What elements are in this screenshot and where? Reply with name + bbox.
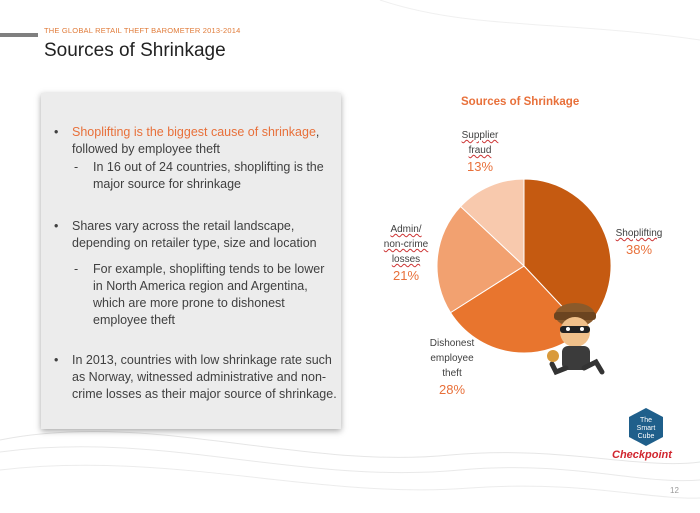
bullet-item-2: • Shares vary across the retail landscap…: [54, 218, 332, 252]
bullet-item-1: • Shoplifting is the biggest cause of sh…: [54, 124, 332, 158]
label-supplier-pct: 13%: [466, 159, 494, 174]
sub-bullet-2: - For example, shoplifting tends to be l…: [74, 261, 333, 329]
label-admin-line3: losses: [391, 254, 421, 265]
bullet-item-3: • In 2013, countries with low shrinkage …: [54, 352, 337, 403]
label-admin: Admin/ non-crime losses 21%: [378, 222, 434, 283]
sub-bullet-dash: -: [74, 262, 79, 276]
label-shoplifting: Shoplifting 38%: [608, 226, 670, 257]
svg-text:Smart: Smart: [637, 425, 656, 432]
smart-cube-logo: The Smart Cube: [629, 408, 663, 446]
label-admin-line1: Admin/: [390, 224, 422, 235]
label-admin-line2: non-crime: [383, 239, 429, 250]
slice-admin-non-crime: [436, 205, 525, 314]
label-shoplifting-pct: 38%: [625, 242, 653, 257]
bullet-1-text: , followed by employee theft: [72, 125, 320, 156]
sub-bullet-1-text: In 16 out of 24 countries, shoplifting i…: [93, 160, 324, 191]
svg-text:The: The: [640, 417, 652, 424]
bullet-dot: •: [54, 219, 59, 233]
sub-bullet-dash: -: [74, 160, 79, 174]
label-shoplifting-line1: Shoplifting: [615, 228, 663, 239]
label-dishonest-line2: employee: [430, 353, 474, 364]
label-dishonest-line3: theft: [442, 368, 462, 379]
page-number: 12: [670, 486, 679, 495]
sub-bullet-2-text: For example, shoplifting tends to be low…: [93, 262, 325, 327]
header-accent-bar: [0, 33, 38, 37]
label-dishonest-pct: 28%: [438, 382, 466, 397]
svg-text:Cube: Cube: [638, 433, 655, 440]
slice-shoplifting: [523, 178, 612, 331]
chart-title: Sources of Shrinkage: [461, 96, 580, 108]
label-dishonest-line1: Dishonest: [429, 338, 475, 349]
thief-mascot-icon: [547, 303, 605, 376]
report-kicker: THE GLOBAL RETAIL THEFT BAROMETER 2013-2…: [44, 26, 241, 35]
bullet-dot: •: [54, 125, 59, 139]
label-admin-pct: 21%: [392, 268, 420, 283]
page-title: Sources of Shrinkage: [44, 40, 226, 61]
label-supplier-fraud: Supplier fraud 13%: [455, 128, 505, 174]
slice-supplier-fraud: [459, 178, 525, 268]
bullet-dot: •: [54, 353, 59, 367]
label-dishonest: Dishonest employee theft 28%: [422, 336, 482, 397]
bullet-panel: • Shoplifting is the biggest cause of sh…: [41, 93, 341, 429]
bullet-1-highlight: Shoplifting is the biggest cause of shri…: [72, 125, 316, 139]
bullet-2-text: Shares vary across the retail landscape,…: [72, 219, 317, 250]
label-supplier-line1: Supplier: [461, 130, 499, 141]
sub-bullet-1: - In 16 out of 24 countries, shoplifting…: [74, 159, 333, 193]
bullet-3-text: In 2013, countries with low shrinkage ra…: [72, 353, 337, 401]
checkpoint-logo: Checkpoint: [612, 449, 672, 461]
label-supplier-line2: fraud: [468, 145, 492, 156]
